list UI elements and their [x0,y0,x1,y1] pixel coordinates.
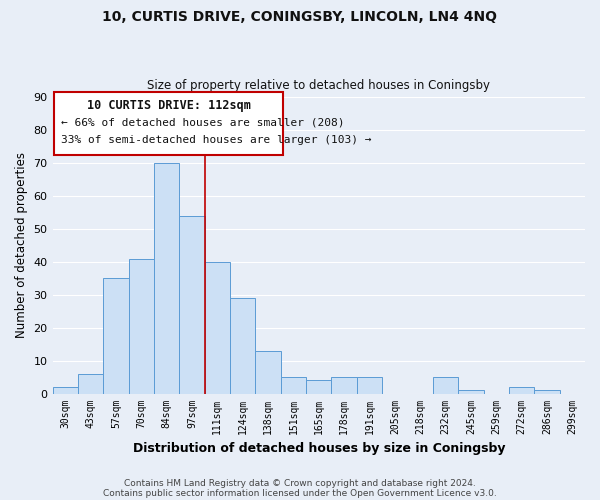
Title: Size of property relative to detached houses in Coningsby: Size of property relative to detached ho… [147,79,490,92]
Bar [128,258,154,394]
Bar [205,262,230,394]
Text: 10 CURTIS DRIVE: 112sqm: 10 CURTIS DRIVE: 112sqm [86,99,250,112]
Bar [230,298,256,394]
Text: 10, CURTIS DRIVE, CONINGSBY, LINCOLN, LN4 4NQ: 10, CURTIS DRIVE, CONINGSBY, LINCOLN, LN… [103,10,497,24]
Text: Contains HM Land Registry data © Crown copyright and database right 2024.: Contains HM Land Registry data © Crown c… [124,478,476,488]
Text: 33% of semi-detached houses are larger (103) →: 33% of semi-detached houses are larger (… [61,135,372,145]
Bar [103,278,128,394]
Text: ← 66% of detached houses are smaller (208): ← 66% of detached houses are smaller (20… [61,117,345,127]
Bar [179,216,205,394]
Bar [154,163,179,394]
Bar [53,387,78,394]
Bar [281,377,306,394]
Bar [78,374,103,394]
Text: Contains public sector information licensed under the Open Government Licence v3: Contains public sector information licen… [103,488,497,498]
Bar [509,387,534,394]
Y-axis label: Number of detached properties: Number of detached properties [15,152,28,338]
Bar [534,390,560,394]
Bar [331,377,357,394]
Bar [256,351,281,394]
Bar [433,377,458,394]
Bar [458,390,484,394]
Bar [357,377,382,394]
FancyBboxPatch shape [54,92,283,155]
X-axis label: Distribution of detached houses by size in Coningsby: Distribution of detached houses by size … [133,442,505,455]
Bar [306,380,331,394]
